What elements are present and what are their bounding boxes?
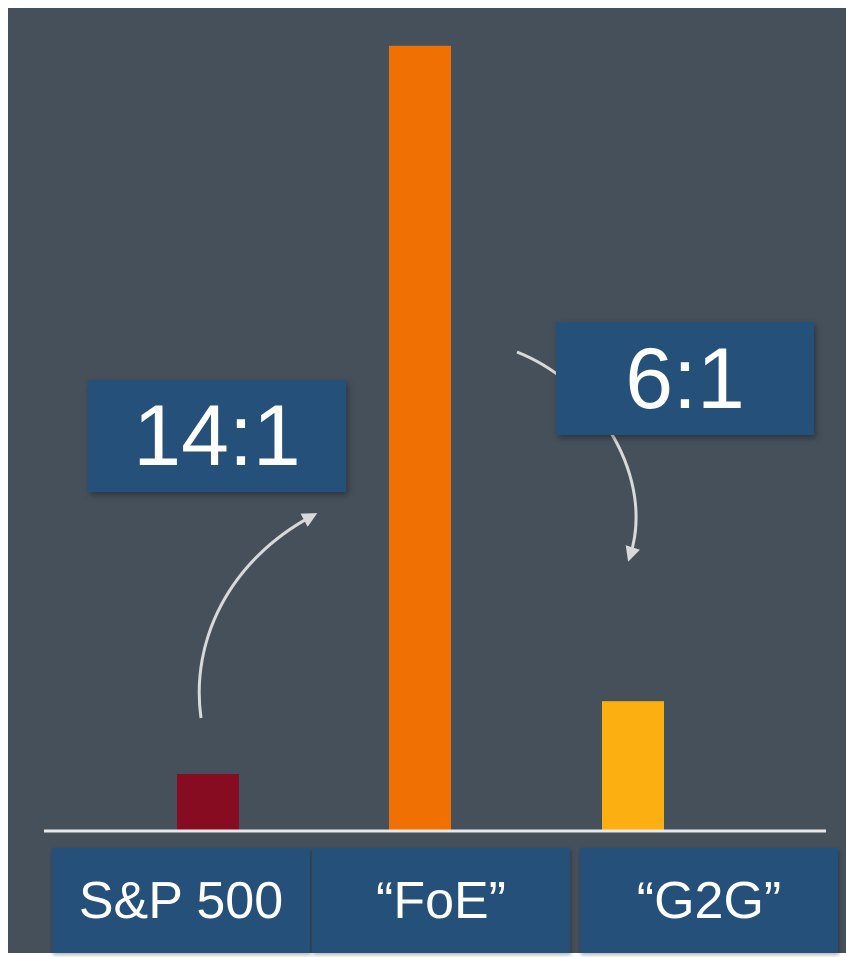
x-tick-label: “FoE” xyxy=(376,871,506,930)
category-label-g2g: “G2G” xyxy=(580,848,838,953)
bar-g2g xyxy=(602,701,664,830)
arrow-right-curve xyxy=(516,350,640,562)
bars xyxy=(177,45,664,830)
ratio-text-right: 6:1 xyxy=(625,330,745,427)
bar-sp500 xyxy=(177,773,239,830)
category-label-foe: “FoE” xyxy=(312,848,570,953)
category-label-sp500: S&P 500 xyxy=(52,848,310,953)
ratio-text-left: 14:1 xyxy=(133,388,301,484)
arrow-left-curve xyxy=(197,513,318,719)
x-tick-label: S&P 500 xyxy=(78,871,284,930)
bar-foe xyxy=(389,45,451,830)
x-tick-label: “G2G” xyxy=(636,871,782,930)
ratio-label-14-to-1: 14:1 xyxy=(88,380,346,492)
ratio-label-6-to-1: 6:1 xyxy=(556,322,814,435)
